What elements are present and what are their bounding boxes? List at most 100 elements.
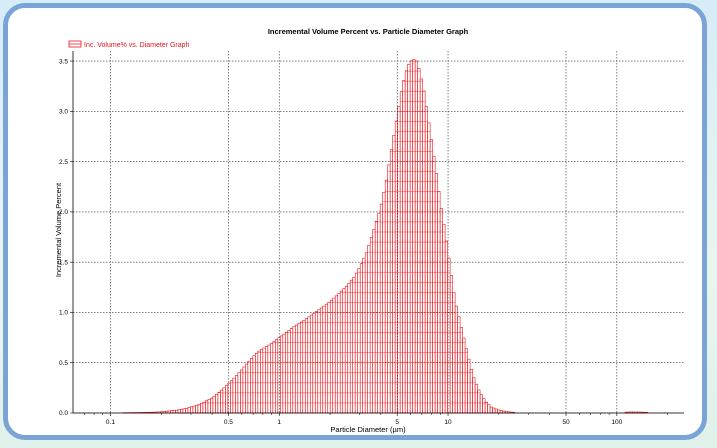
bar-outline [477,389,481,414]
histogram-bar [327,301,331,414]
histogram-bar [344,285,349,414]
histogram-bar [250,358,254,414]
histogram-bar [197,404,201,414]
histogram-bar [245,363,249,414]
histogram-bar [437,191,441,414]
bar-outline [297,323,301,414]
histogram-bar [267,344,271,414]
bar-outline [427,122,431,414]
histogram-bar [279,335,284,414]
y-tick-label: 2.5 [59,159,68,166]
bar-outline [339,290,344,414]
bar-outline [247,360,251,414]
bar-outline [210,397,214,414]
bar-outline [242,366,246,414]
histogram-bar [260,349,264,414]
histogram-bar [207,399,211,414]
histogram-bar [339,290,344,414]
histogram-bar [417,68,421,414]
histogram-bar [477,389,481,414]
bar-outline [364,252,368,414]
bar-outline [222,387,226,414]
histogram-bar [257,350,261,414]
histogram-bar [377,212,381,414]
bar-outline [245,363,249,414]
histogram-bar [307,316,311,414]
histogram-bar [357,268,361,414]
histogram-bar [222,387,226,414]
bar-outline [432,156,436,414]
bar-outline [417,68,421,414]
bar-outline [342,288,346,414]
bar-outline [260,349,264,414]
bar-outline [225,385,229,414]
histogram-bar [362,257,366,414]
bar-outline [354,272,359,414]
bar-outline [482,398,486,414]
histogram-bar [467,358,471,414]
histogram-bar [384,179,388,414]
histogram-bar [367,244,371,414]
bar-outline [467,358,471,414]
histogram-bar [195,405,199,414]
bar-outline [289,328,294,414]
histogram-bar [282,333,286,414]
bar-outline [337,293,341,414]
histogram-bar [324,303,329,414]
bar-outline [434,173,438,414]
histogram-bar [292,326,296,414]
histogram-bar [382,192,386,414]
histogram-bar [424,106,428,414]
bar-outline [307,316,311,414]
bar-outline [454,305,458,414]
bar-outline [327,301,331,414]
x-tick-label: 100 [611,419,622,426]
histogram-bar [240,369,244,414]
bar-outline [317,309,321,414]
histogram-bar [422,90,426,414]
bar-outline [202,401,206,414]
bar-outline [334,295,339,414]
histogram-bar [392,135,396,414]
bar-outline [197,404,201,414]
bar-outline [180,408,184,414]
histogram-bar [469,368,473,414]
histogram-bar [354,272,359,414]
bar-outline [487,404,491,414]
histogram-bar [269,343,274,414]
histogram-bars [122,59,648,414]
x-tick-label: 0.5 [224,419,233,426]
histogram-bar [314,311,319,414]
bar-outline [294,324,299,414]
bar-outline [319,307,324,414]
histogram-bar [297,323,301,414]
histogram-bar [449,275,453,414]
histogram-bar [284,332,289,414]
histogram-bar [287,330,291,414]
bar-outline [392,135,396,414]
bar-outline [322,305,326,414]
histogram-bar [472,377,476,414]
bar-outline [352,276,356,414]
legend: Inc. Volume% vs. Diameter Graph [68,40,190,49]
bar-outline [332,297,336,414]
histogram-bar [439,208,443,414]
histogram-bar [210,397,214,414]
bar-outline [382,192,386,414]
bar-outline [362,257,366,414]
x-tick-label: 1 [277,419,281,426]
bar-outline [414,60,418,414]
histogram-bar [247,360,251,414]
bar-outline [217,391,221,414]
histogram-bar [349,279,354,414]
bar-outline [269,343,274,414]
bar-outline [424,106,428,414]
bar-outline [469,368,473,414]
histogram-bar [364,252,368,414]
bar-outline [292,326,296,414]
bar-outline [329,299,334,414]
y-tick-label: 3.0 [59,109,68,116]
histogram-bar [235,375,239,414]
histogram-bar [242,366,246,414]
chart-svg: 0.1 0.5 1 5 10 50 1000.00.51.01.52.02.53.03.5 … [54,27,684,434]
